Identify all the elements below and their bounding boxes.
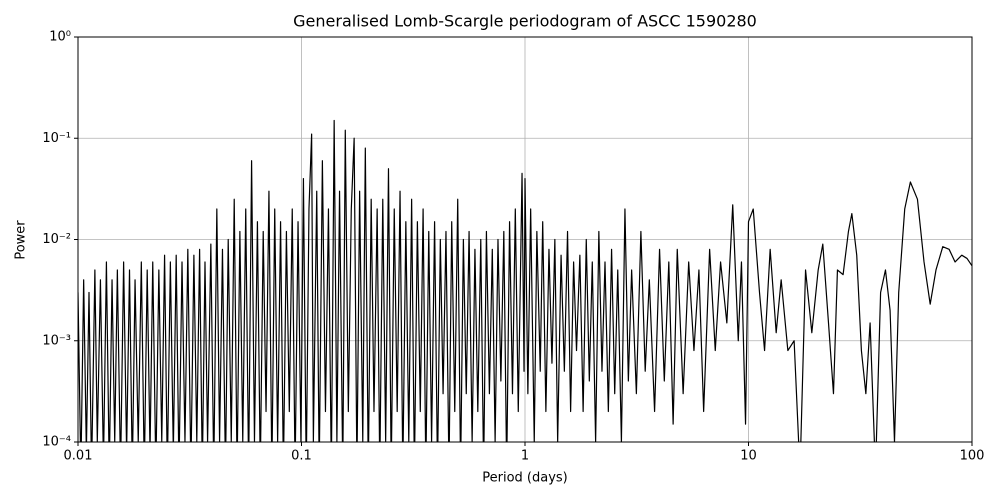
plot-area [78,119,972,442]
y-tick-label: 10⁻¹ [42,131,71,146]
x-tick-label: 10 [740,449,757,464]
y-tick-label: 10⁻³ [42,333,71,348]
x-tick-label: 1 [521,449,529,464]
y-tick-label: 10⁻² [42,232,71,247]
periodogram-line [78,119,972,442]
x-tick-label: 0.1 [291,449,312,464]
y-tick-label: 10⁰ [49,30,71,45]
x-tick-label: 0.01 [64,449,93,464]
y-tick-label: 10⁻⁴ [42,435,71,450]
x-axis-label: Period (days) [482,471,568,486]
y-axis-label: Power [14,220,29,260]
chart-title: Generalised Lomb-Scargle periodogram of … [293,12,757,31]
x-tick-label: 100 [960,449,985,464]
